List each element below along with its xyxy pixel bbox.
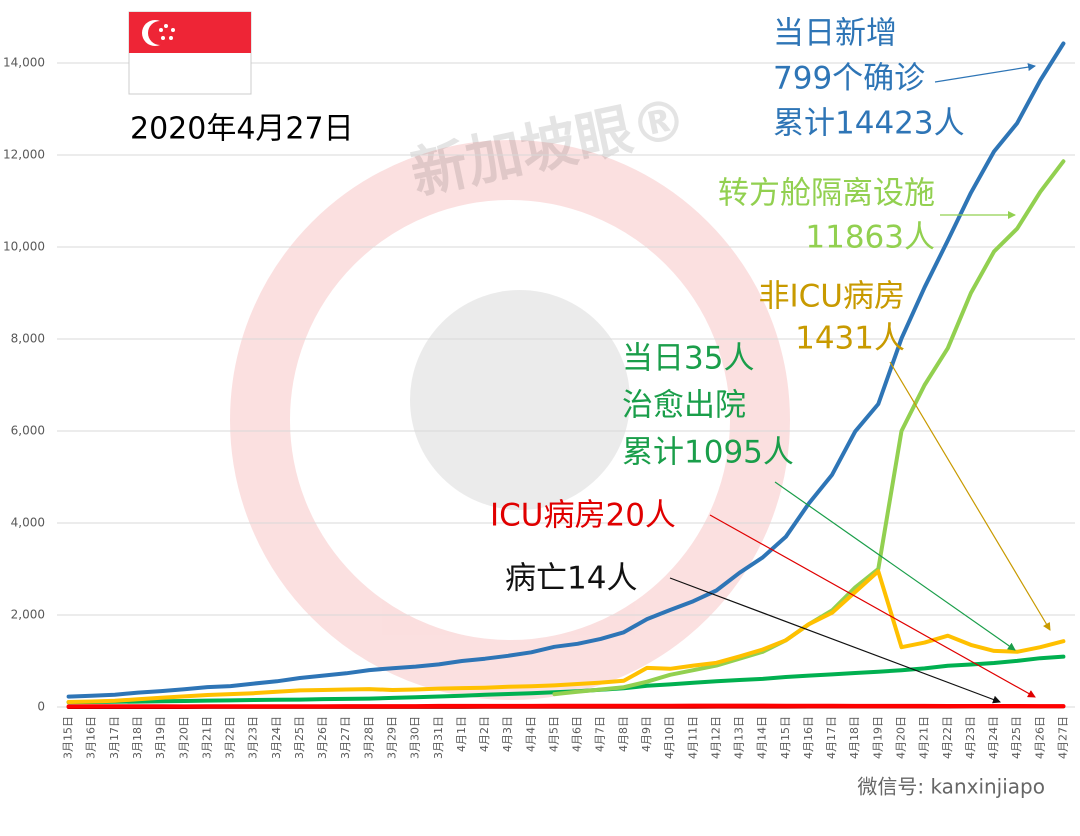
- plot: [66, 41, 1066, 709]
- annotation: 当日35人: [622, 341, 754, 377]
- x-tick-label: 3月30日: [409, 716, 422, 759]
- y-tick-label: 8,000: [11, 332, 45, 346]
- annotation: 11863人: [805, 220, 935, 256]
- x-tick-label: 3月17日: [108, 716, 121, 759]
- x-tick-label: 4月3日: [501, 716, 514, 752]
- x-tick-label: 4月17日: [825, 716, 838, 759]
- x-tick-label: 4月27日: [1056, 716, 1069, 759]
- annotation: 当日新增: [773, 16, 897, 52]
- x-tick-label: 4月26日: [1033, 716, 1046, 759]
- annotation: 非ICU病房: [759, 279, 905, 315]
- x-tick-label: 4月9日: [640, 716, 653, 752]
- x-tick-label: 3月27日: [339, 716, 352, 759]
- x-tick-label: 4月1日: [455, 716, 468, 752]
- x-tick-label: 3月19日: [154, 716, 167, 759]
- y-tick-label: 6,000: [11, 424, 45, 438]
- y-tick-label: 14,000: [3, 56, 45, 70]
- x-tick-label: 4月23日: [964, 716, 977, 759]
- x-tick-label: 4月2日: [478, 716, 491, 752]
- series-line: [66, 41, 1066, 699]
- x-tick-label: 3月18日: [131, 716, 144, 759]
- x-tick-label: 3月23日: [247, 716, 260, 759]
- x-tick-label: 4月8日: [617, 716, 630, 752]
- x-tick-label: 3月26日: [316, 716, 329, 759]
- annotation: 转方舱隔离设施: [718, 176, 935, 212]
- x-tick-label: 4月19日: [871, 716, 884, 759]
- footer: 微信号: kanxinjiapo: [857, 775, 1045, 799]
- x-tick-label: 4月22日: [941, 716, 954, 759]
- date-label: 2020年4月27日: [130, 112, 354, 147]
- series-line: [66, 703, 1066, 709]
- annotation: 累计1095人: [622, 435, 794, 471]
- grid: 0 2,000 4,000 6,000 8,000 10,000 12,000 14,000 3…: [3, 56, 1075, 759]
- x-tick-label: 3月29日: [385, 716, 398, 759]
- x-tick-label: 3月20日: [177, 716, 190, 759]
- x-tick-label: 4月10日: [663, 716, 676, 759]
- x-tick-label: 4月24日: [987, 716, 1000, 759]
- x-tick-label: 4月18日: [848, 716, 861, 759]
- x-tick-label: 4月11日: [686, 716, 699, 759]
- x-tick-label: 3月21日: [200, 716, 213, 759]
- x-tick-label: 4月12日: [709, 716, 722, 759]
- x-tick-label: 3月31日: [432, 716, 445, 759]
- y-tick-label: 0: [37, 700, 45, 714]
- x-tick-label: 4月16日: [802, 716, 815, 759]
- y-tick-label: 2,000: [11, 608, 45, 622]
- x-tick-label: 4月21日: [918, 716, 931, 759]
- x-tick-label: 4月13日: [733, 716, 746, 759]
- x-tick-label: 3月16日: [85, 716, 98, 759]
- x-tick-label: 4月14日: [756, 716, 769, 759]
- annotation: 799个确诊: [773, 61, 925, 97]
- annotation: 累计14423人: [773, 106, 965, 142]
- arrows: [669, 63, 1051, 704]
- y-tick-label: 4,000: [11, 516, 45, 530]
- x-tick-label: 3月15日: [62, 716, 75, 759]
- x-tick-label: 3月24日: [270, 716, 283, 759]
- watermark: [230, 140, 790, 700]
- flag: [128, 11, 252, 95]
- annotation: 1431人: [795, 321, 905, 357]
- x-tick-label: 4月25日: [1010, 716, 1023, 759]
- x-tick-label: 4月5日: [547, 716, 560, 752]
- y-tick-label: 12,000: [3, 148, 45, 162]
- y-tick-label: 10,000: [3, 240, 45, 254]
- x-tick-label: 4月15日: [779, 716, 792, 759]
- x-tick-label: 4月7日: [594, 716, 607, 752]
- annotation: 治愈出院: [622, 388, 746, 424]
- x-tick-label: 4月20日: [894, 716, 907, 759]
- x-tick-label: 3月22日: [224, 716, 237, 759]
- series-line: [66, 569, 1066, 704]
- x-tick-label: 4月6日: [571, 716, 584, 752]
- annotation: ICU病房20人: [490, 498, 676, 534]
- x-tick-label: 3月28日: [362, 716, 375, 759]
- x-tick-label: 3月25日: [293, 716, 306, 759]
- annotation: 病亡14人: [505, 561, 637, 597]
- x-tick-label: 4月4日: [524, 716, 537, 752]
